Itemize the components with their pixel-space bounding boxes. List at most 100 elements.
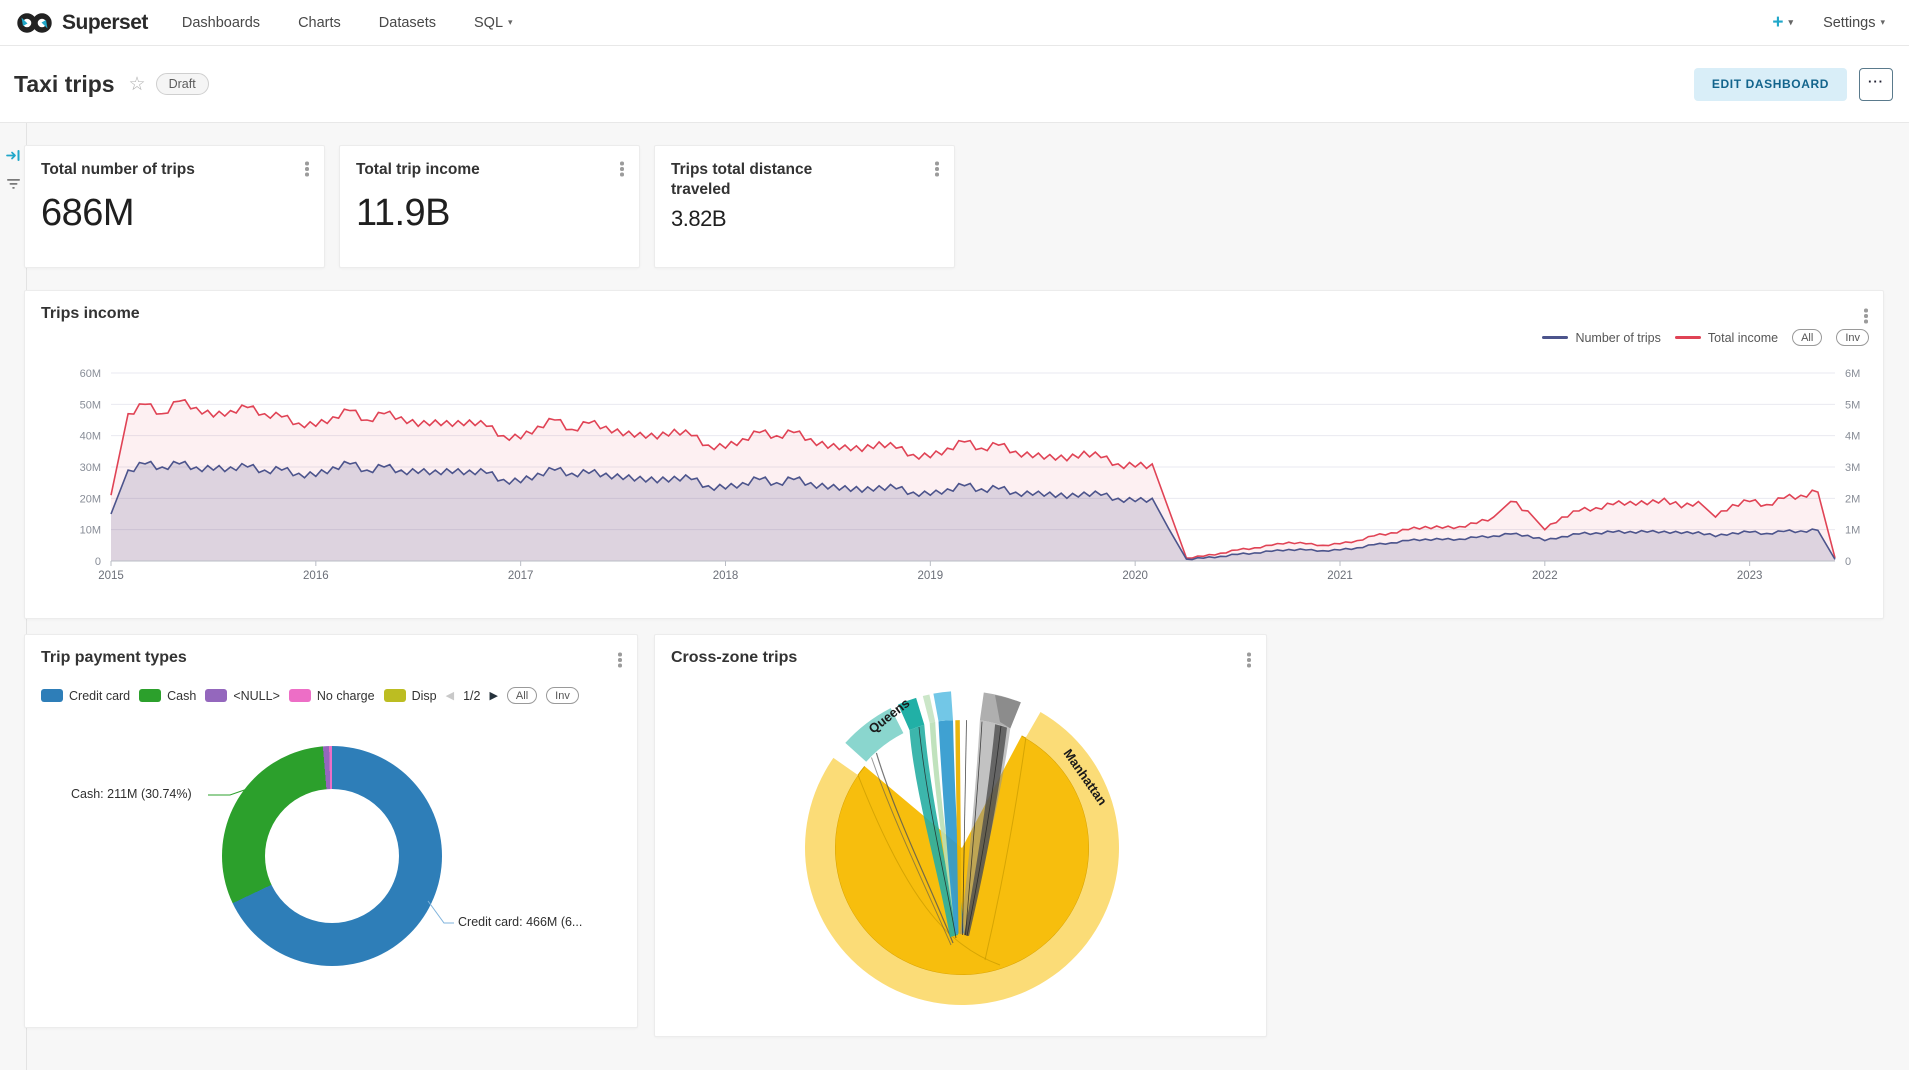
chevron-down-icon: ▾ <box>1880 17 1885 27</box>
legend-swatch <box>205 689 228 702</box>
chevron-down-icon: ▾ <box>508 17 513 27</box>
trips-income-chart: 0 0 10M 1M 20M 2M 30M 3M 40M 4M 50M 5M 60M 6M 2015 2016… <box>80 368 1861 582</box>
svg-text:1M: 1M <box>1845 525 1860 537</box>
trips-income-panel: Trips income 0 0 10M 1M 20M 2M 30M 3M 40M 4M 50M 5M… <box>24 290 1884 619</box>
svg-text:4M: 4M <box>1845 431 1860 443</box>
svg-text:2019: 2019 <box>918 570 944 582</box>
kebab-menu-icon[interactable] <box>615 160 629 178</box>
payment-types-panel: Trip payment types Credit card Cash <NUL… <box>24 634 638 1028</box>
navbar: Superset Dashboards Charts Datasets SQL ▾… <box>0 0 1909 46</box>
kebab-menu-icon[interactable] <box>1242 651 1256 669</box>
superset-infinity-icon <box>17 12 52 33</box>
new-item-button[interactable]: + ▾ <box>1772 11 1794 33</box>
favorite-star-icon[interactable]: ☆ <box>128 73 146 95</box>
legend-all-button[interactable]: All <box>1792 329 1823 346</box>
legend-item-credit-card[interactable]: Credit card <box>41 689 130 703</box>
svg-text:2M: 2M <box>1845 493 1860 505</box>
nav-item-datasets[interactable]: Datasets <box>378 14 437 31</box>
more-options-button[interactable]: ··· <box>1859 67 1893 101</box>
settings-menu[interactable]: Settings ▾ <box>1823 14 1885 31</box>
legend-swatch <box>1542 336 1569 339</box>
big-number-value: 686M <box>41 192 135 235</box>
status-badge: Draft <box>155 73 209 95</box>
chart-title: Trip payment types <box>41 649 187 666</box>
legend-swatch <box>288 689 311 702</box>
kebab-menu-icon[interactable] <box>930 160 944 178</box>
chord-ribbon-yellow <box>955 720 962 934</box>
nav-item-charts[interactable]: Charts <box>298 14 341 31</box>
legend-item-disp[interactable]: Disp <box>383 689 437 703</box>
payment-donut-chart[interactable] <box>222 746 442 966</box>
nav-item-sql[interactable]: SQL ▾ <box>474 14 513 31</box>
svg-text:30M: 30M <box>80 462 101 474</box>
legend-item-no-charge[interactable]: No charge <box>288 689 375 703</box>
chord-ribbon-green <box>929 721 960 934</box>
expand-filter-bar-icon[interactable] <box>5 147 22 164</box>
legend-prev-page-icon[interactable]: ◀ <box>445 690 455 702</box>
svg-text:5M: 5M <box>1845 399 1860 411</box>
callout-cash: Cash: 211M (30.74%) <box>71 787 192 801</box>
legend-item-cash[interactable]: Cash <box>139 689 196 703</box>
chart-legend: Number of trips Total income All Inv <box>1542 329 1869 346</box>
chord-arc-gray-zone-2 <box>995 695 1021 729</box>
card-total-distance: Trips total distance traveled 3.82B <box>654 145 955 268</box>
svg-text:2020: 2020 <box>1122 570 1148 582</box>
nav-item-dashboards[interactable]: Dashboards <box>181 14 261 31</box>
svg-text:2018: 2018 <box>713 570 739 582</box>
chevron-down-icon: ▾ <box>1788 17 1794 27</box>
chord-arc-queens[interactable] <box>845 708 904 762</box>
card-title: Trips total distance traveled <box>671 161 813 199</box>
svg-text:0: 0 <box>1845 556 1851 568</box>
card-total-trips: Total number of trips 686M <box>24 145 325 268</box>
legend-swatch <box>41 689 63 702</box>
donut-hole <box>265 789 399 923</box>
svg-text:60M: 60M <box>80 368 101 380</box>
filter-bar-collapsed <box>0 123 27 1070</box>
cross-zone-panel: Cross-zone trips Queens Manhattan <box>654 634 1267 1037</box>
big-number-value: 3.82B <box>671 206 727 232</box>
chart-title: Trips income <box>41 305 140 322</box>
chord-arc-blue-zone[interactable] <box>933 691 953 722</box>
legend-swatch <box>1674 336 1701 339</box>
pie-legend: Credit card Cash <NULL> No charge Disp ◀… <box>41 687 625 704</box>
superset-logo[interactable]: Superset <box>16 10 148 36</box>
legend-item-null[interactable]: <NULL> <box>205 689 280 703</box>
svg-text:50M: 50M <box>80 399 101 411</box>
legend-swatch <box>139 689 162 702</box>
big-number-value: 11.9B <box>356 192 450 235</box>
svg-text:3M: 3M <box>1845 462 1860 474</box>
chord-ribbon-blue <box>938 720 964 934</box>
legend-swatch <box>383 689 406 702</box>
chord-ribbon-darkgray <box>964 724 1007 936</box>
svg-text:40M: 40M <box>80 431 101 443</box>
chord-arc-teal-zone[interactable] <box>898 697 925 731</box>
svg-text:20M: 20M <box>80 493 101 505</box>
legend-next-page-icon[interactable]: ▶ <box>489 690 498 702</box>
legend-all-button[interactable]: All <box>506 687 538 704</box>
legend-item-total-income[interactable]: Total income <box>1674 331 1778 345</box>
legend-page-indicator: 1/2 <box>463 688 481 703</box>
kebab-menu-icon[interactable] <box>300 160 314 178</box>
edit-dashboard-button[interactable]: EDIT DASHBOARD <box>1693 67 1847 101</box>
dashboard-header: Taxi trips ☆ Draft EDIT DASHBOARD ··· <box>0 46 1909 123</box>
svg-text:2017: 2017 <box>508 570 534 582</box>
kebab-menu-icon[interactable] <box>613 651 627 669</box>
callout-credit-card: Credit card: 466M (6... <box>458 915 583 929</box>
chord-diagram[interactable]: Queens Manhattan <box>655 635 1268 1038</box>
nav-right: + ▾ Settings ▾ <box>1772 12 1893 34</box>
page-title: Taxi trips <box>14 70 115 97</box>
legend-inv-button[interactable]: Inv <box>1836 329 1869 346</box>
card-title: Total number of trips <box>41 161 195 178</box>
brand-name: Superset <box>62 10 148 34</box>
svg-text:2022: 2022 <box>1532 570 1558 582</box>
svg-text:10M: 10M <box>80 525 101 537</box>
chord-arc-green-zone[interactable] <box>922 694 936 724</box>
legend-item-number-of-trips[interactable]: Number of trips <box>1542 331 1661 345</box>
svg-text:2015: 2015 <box>98 570 124 582</box>
legend-inv-button[interactable]: Inv <box>546 687 579 704</box>
svg-text:2016: 2016 <box>303 570 329 582</box>
kebab-menu-icon[interactable] <box>1859 307 1873 325</box>
svg-text:2023: 2023 <box>1737 570 1763 582</box>
filter-icon[interactable] <box>5 175 22 192</box>
chart-title: Cross-zone trips <box>671 649 798 666</box>
